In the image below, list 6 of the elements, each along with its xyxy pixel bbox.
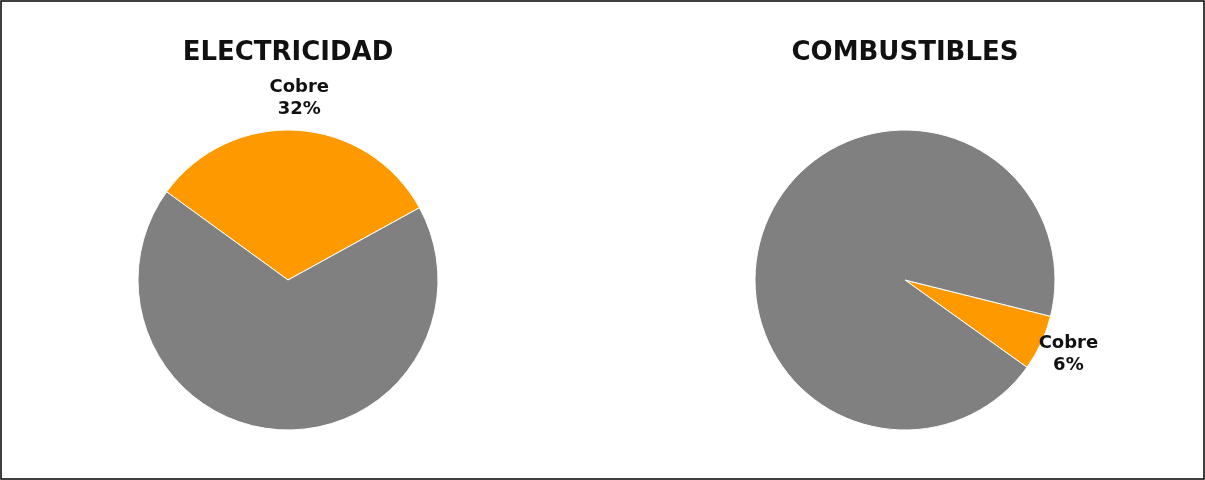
data-label: 6% [1053,352,1084,374]
slice-label: Cobre [1038,330,1099,352]
slice-label: Cobre [269,75,330,97]
chart-title: COMBUSTIBLES [791,36,1019,66]
chart-title: ELECTRICIDAD [182,36,394,66]
data-label: 32% [277,97,321,119]
